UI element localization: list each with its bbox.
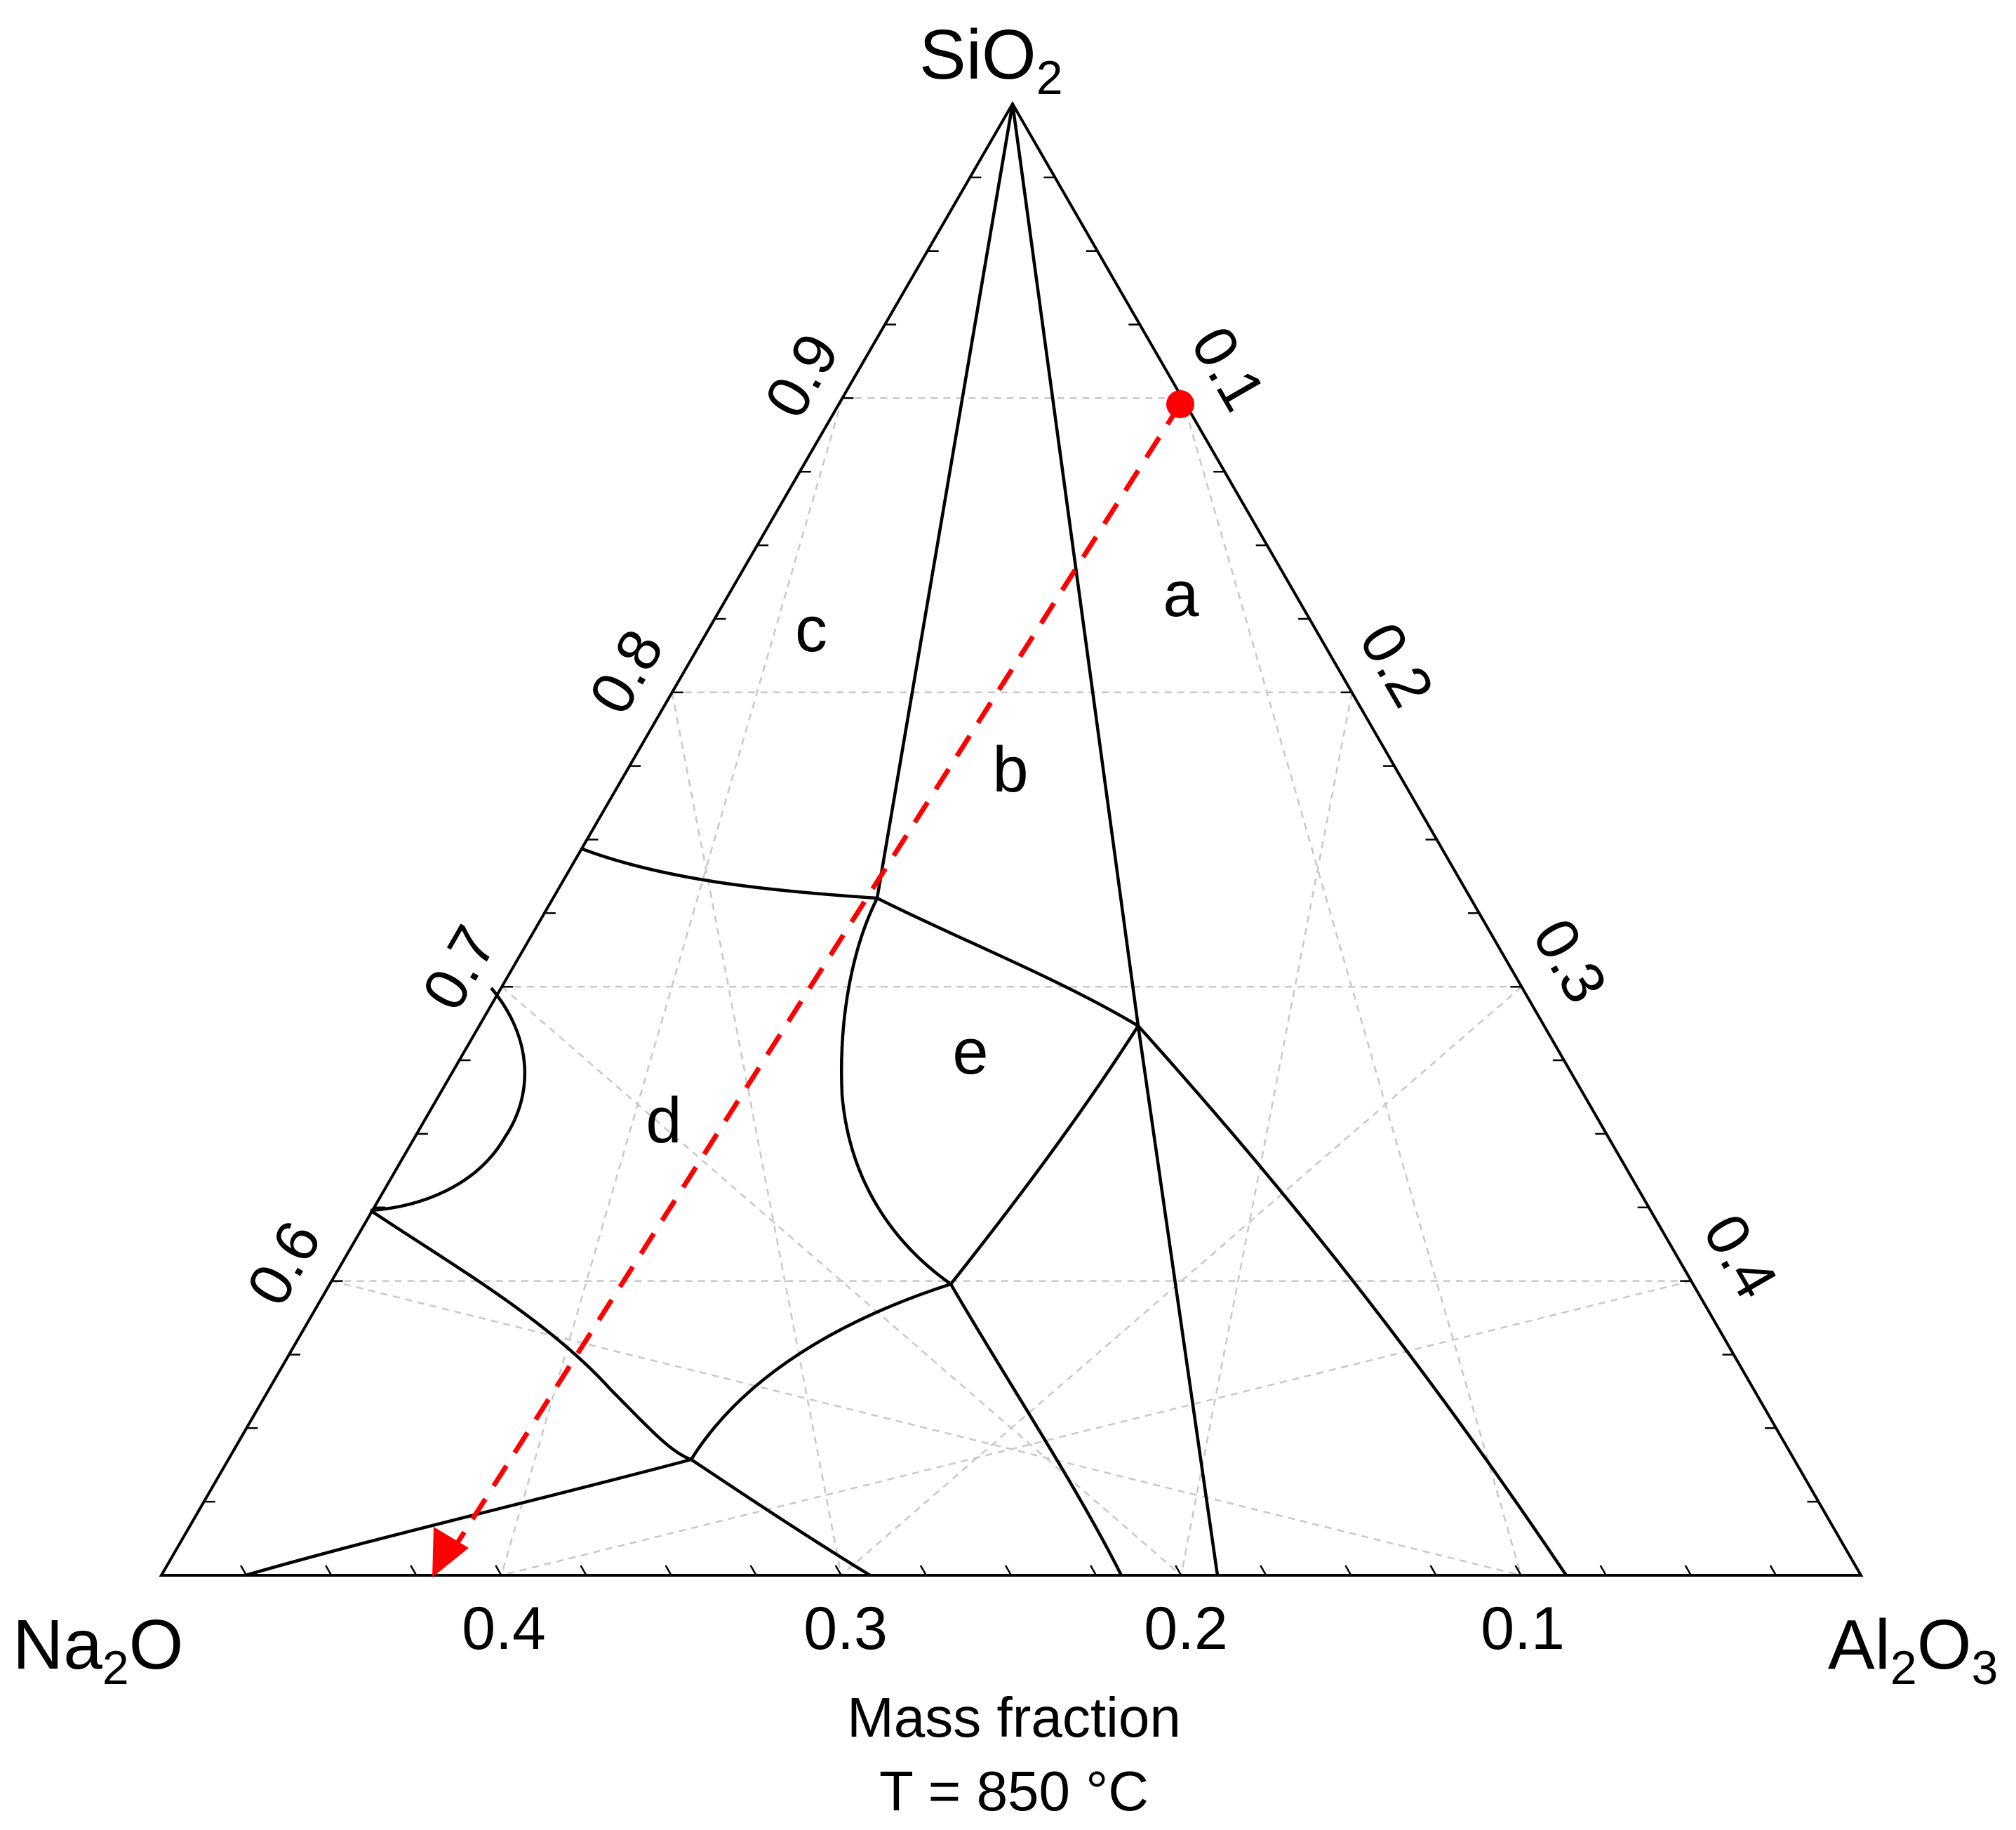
grid-line xyxy=(840,986,1523,1576)
bottom-tick-label-0-3: 0.3 xyxy=(803,1595,888,1662)
phase-boundary-line xyxy=(876,896,1140,1027)
phase-boundary-line xyxy=(690,1282,952,1461)
tick-mark xyxy=(1090,1565,1097,1576)
phase-boundary-line xyxy=(369,1209,692,1462)
axis-caption: Mass fraction xyxy=(847,1686,1181,1749)
tick-mark xyxy=(1599,1565,1607,1576)
grid-line xyxy=(501,1280,1692,1577)
region-label-e: e xyxy=(952,1016,988,1088)
phase-boundary-line xyxy=(1010,103,1140,1027)
path-arrowhead xyxy=(432,1527,469,1577)
tick-mark xyxy=(1344,1565,1352,1576)
bottom-tick-label-0-1: 0.1 xyxy=(1481,1595,1565,1662)
grid-line xyxy=(1180,692,1353,1576)
phase-boundary-line xyxy=(690,1458,872,1577)
phase-boundary-line xyxy=(245,1457,692,1577)
vertex-label-na2o: Na2O xyxy=(13,1605,183,1695)
region-label-a: a xyxy=(1163,559,1199,630)
right-tick-label-0-2: 0.2 xyxy=(1347,612,1447,719)
triangle-frame xyxy=(159,101,1864,1577)
grid-line xyxy=(671,692,843,1576)
phase-boundaries xyxy=(245,103,1568,1577)
phase-boundary-line xyxy=(949,1283,1123,1577)
temperature-caption: T = 850 °C xyxy=(879,1760,1149,1822)
tick-mark xyxy=(1429,1565,1437,1576)
tick-mark xyxy=(240,1565,248,1576)
tick-mark xyxy=(410,1565,418,1576)
grid-lines xyxy=(331,397,1692,1577)
phase-boundary-line xyxy=(875,103,1015,899)
right-tick-label-0-4: 0.4 xyxy=(1690,1203,1791,1310)
tick-mark xyxy=(1769,1565,1777,1576)
region-label-c: c xyxy=(795,594,827,665)
bottom-tick-label-0-2: 0.2 xyxy=(1144,1595,1228,1662)
tick-mark xyxy=(580,1565,587,1576)
vertex-label-sio2: SiO2 xyxy=(919,15,1063,105)
tick-mark xyxy=(834,1565,842,1576)
phase-boundary-line xyxy=(582,847,878,900)
grid-line xyxy=(331,1280,1521,1577)
composition-path-line xyxy=(453,403,1182,1549)
tick-mark xyxy=(495,1565,502,1576)
phase-boundary-line xyxy=(1136,1025,1220,1576)
tick-mark xyxy=(1260,1565,1267,1576)
region-label-d: d xyxy=(646,1085,681,1156)
tick-mark xyxy=(1004,1565,1013,1576)
left-tick-label-0-7: 0.7 xyxy=(409,915,509,1022)
tick-mark xyxy=(1514,1565,1522,1576)
vertex-label-al2o3: Al2O3 xyxy=(1828,1605,1998,1695)
region-label-b: b xyxy=(992,734,1028,806)
phase-boundary-line xyxy=(949,1024,1140,1285)
tick-mark xyxy=(919,1565,927,1576)
tick-mark xyxy=(749,1565,757,1576)
tick-mark xyxy=(325,1565,333,1576)
phase-boundary-line xyxy=(1137,1024,1568,1577)
composition-path xyxy=(432,390,1194,1577)
path-start-point xyxy=(1166,390,1194,418)
tick-mark xyxy=(665,1565,672,1576)
left-tick-label-0-9: 0.9 xyxy=(752,323,852,429)
tick-mark xyxy=(1175,1565,1182,1576)
bottom-tick-label-0-4: 0.4 xyxy=(462,1595,546,1662)
phase-boundary-line xyxy=(839,897,952,1285)
right-tick-label-0-3: 0.3 xyxy=(1520,908,1620,1015)
tick-mark xyxy=(1684,1565,1692,1576)
phase-boundary-line xyxy=(370,987,527,1213)
tick-marks xyxy=(203,176,1819,1576)
